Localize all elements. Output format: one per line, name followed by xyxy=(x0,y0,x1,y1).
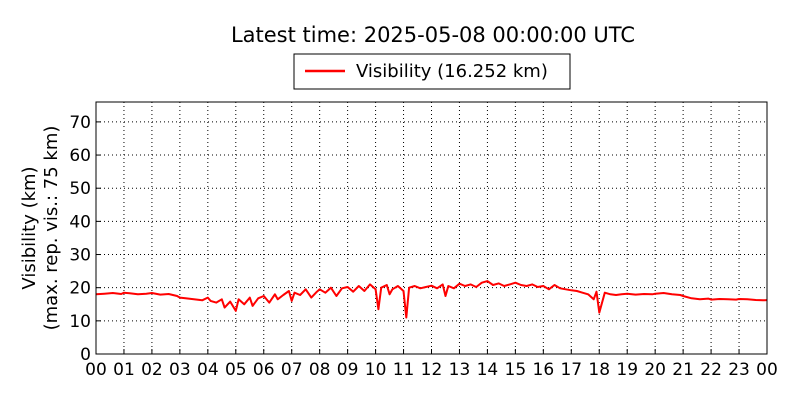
y-tick-label: 20 xyxy=(69,279,91,299)
chart-title: Latest time: 2025-05-08 00:00:00 UTC xyxy=(231,23,635,47)
grid xyxy=(95,102,768,355)
x-tick-label: 06 xyxy=(253,360,275,380)
x-tick-label: 20 xyxy=(644,360,666,380)
x-tick-label: 17 xyxy=(560,360,582,380)
plot-frame xyxy=(95,101,768,355)
x-tick-label: 22 xyxy=(700,360,722,380)
x-tick-label: 18 xyxy=(588,360,610,380)
x-tick-label: 23 xyxy=(728,360,750,380)
x-tick-label: 12 xyxy=(421,360,443,380)
series-visibility-line xyxy=(95,280,768,319)
legend-label: Visibility (16.252 km) xyxy=(356,61,548,82)
y-axis-label: Visibility (km) (max. rep. vis.: 75 km) xyxy=(19,126,62,331)
y-tick-label: 60 xyxy=(69,146,91,166)
x-tick-label: 01 xyxy=(113,360,135,380)
x-tick-label: 08 xyxy=(309,360,331,380)
x-tick-labels: 00 01 02 03 04 05 06 07 08 09 10 11 12 13 14 15 16 17 18 19… xyxy=(85,360,778,380)
y-tick-label: 10 xyxy=(69,312,91,332)
y-tick-label: 70 xyxy=(69,113,91,133)
x-tick-label: 15 xyxy=(505,360,527,380)
x-tick-label: 00 xyxy=(85,360,107,380)
y-tick-labels: 0 10 20 30 40 50 60 70 xyxy=(69,113,91,365)
x-tick-label: 03 xyxy=(169,360,191,380)
x-tick-label: 07 xyxy=(281,360,303,380)
y-axis-label-line-1: Visibility (km) xyxy=(19,166,40,289)
y-tick-label: 30 xyxy=(69,246,91,266)
x-tick-label: 10 xyxy=(365,360,387,380)
x-tick-label: 11 xyxy=(393,360,415,380)
x-tick-label: 21 xyxy=(672,360,694,380)
x-tick-label: 13 xyxy=(449,360,471,380)
x-tick-label: 05 xyxy=(225,360,247,380)
y-tick-label: 50 xyxy=(69,179,91,199)
x-tick-label: 02 xyxy=(141,360,163,380)
y-axis-label-line-2: (max. rep. vis.: 75 km) xyxy=(41,126,62,331)
x-tick-label: 09 xyxy=(337,360,359,380)
x-tick-label: 19 xyxy=(616,360,638,380)
y-tick-label: 0 xyxy=(80,345,91,365)
legend: Visibility (16.252 km) xyxy=(293,53,571,90)
x-tick-label: 16 xyxy=(533,360,555,380)
y-tick-label: 40 xyxy=(69,212,91,232)
x-tick-label: 14 xyxy=(477,360,499,380)
x-tick-label: 00 xyxy=(756,360,778,380)
x-tick-label: 04 xyxy=(197,360,219,380)
